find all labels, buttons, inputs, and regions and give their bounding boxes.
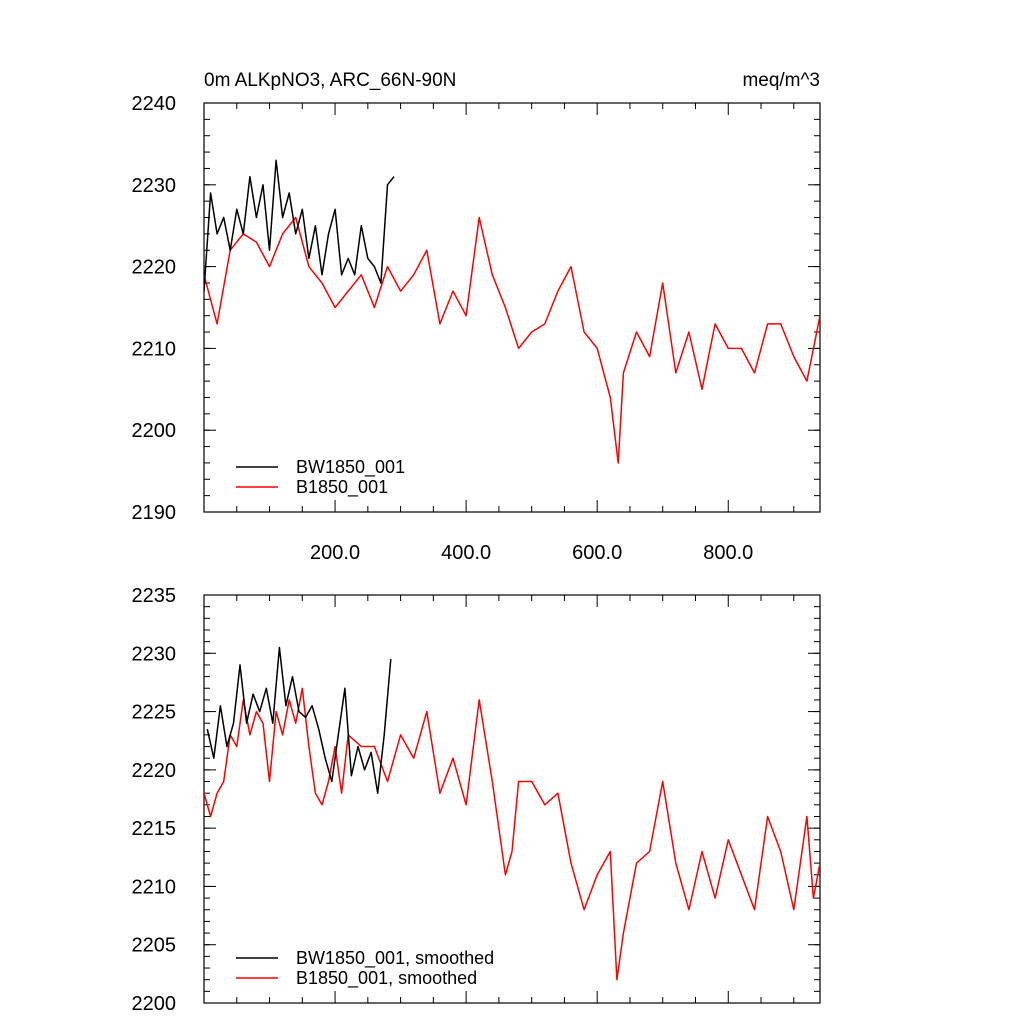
y-tick-label: 2210: [132, 876, 177, 898]
y-tick-label: 2205: [132, 935, 177, 957]
y-tick-label: 2220: [132, 257, 177, 279]
legend-label-0: BW1850_001, smoothed: [296, 948, 494, 969]
legend-label-1: B1850_001, smoothed: [296, 968, 477, 989]
top-panel: 0m ALKpNO3, ARC_66N-90N meq/m^3 2190 2200…: [132, 70, 821, 564]
y-tick-label: 2215: [132, 818, 177, 840]
bottom-panel: 2200 2205 2210 2215 2220 2225 2230 2235 BW1850_0…: [132, 585, 821, 1015]
y-tick-label: 2240: [132, 93, 177, 115]
x-tick-label: 800.0: [703, 542, 753, 564]
top-chart-units: meq/m^3: [742, 70, 820, 91]
y-tick-label: 2190: [132, 502, 177, 524]
y-tick-label: 2235: [132, 585, 177, 607]
y-tick-label: 2210: [132, 338, 177, 360]
y-tick-label: 2230: [132, 175, 177, 197]
y-tick-label: 2225: [132, 702, 177, 724]
series-line-0: [204, 159, 395, 292]
legend-label-0: BW1850_001: [296, 457, 405, 478]
y-tick-label: 2200: [132, 420, 177, 442]
y-tick-label: 2220: [132, 760, 177, 782]
y-tick-label: 2230: [132, 643, 177, 665]
series-line-0: [206, 646, 392, 794]
series-line-1: [204, 687, 820, 981]
y-tick-label: 2200: [132, 993, 177, 1015]
series-line-1: [204, 216, 820, 464]
x-tick-label: 400.0: [441, 542, 491, 564]
plot-frame: [203, 594, 821, 1004]
x-tick-label: 600.0: [572, 542, 622, 564]
plot-frame: [203, 102, 821, 513]
x-tick-label: 200.0: [310, 542, 360, 564]
legend-label-1: B1850_001: [296, 477, 388, 498]
top-chart-title: 0m ALKpNO3, ARC_66N-90N: [204, 70, 456, 91]
